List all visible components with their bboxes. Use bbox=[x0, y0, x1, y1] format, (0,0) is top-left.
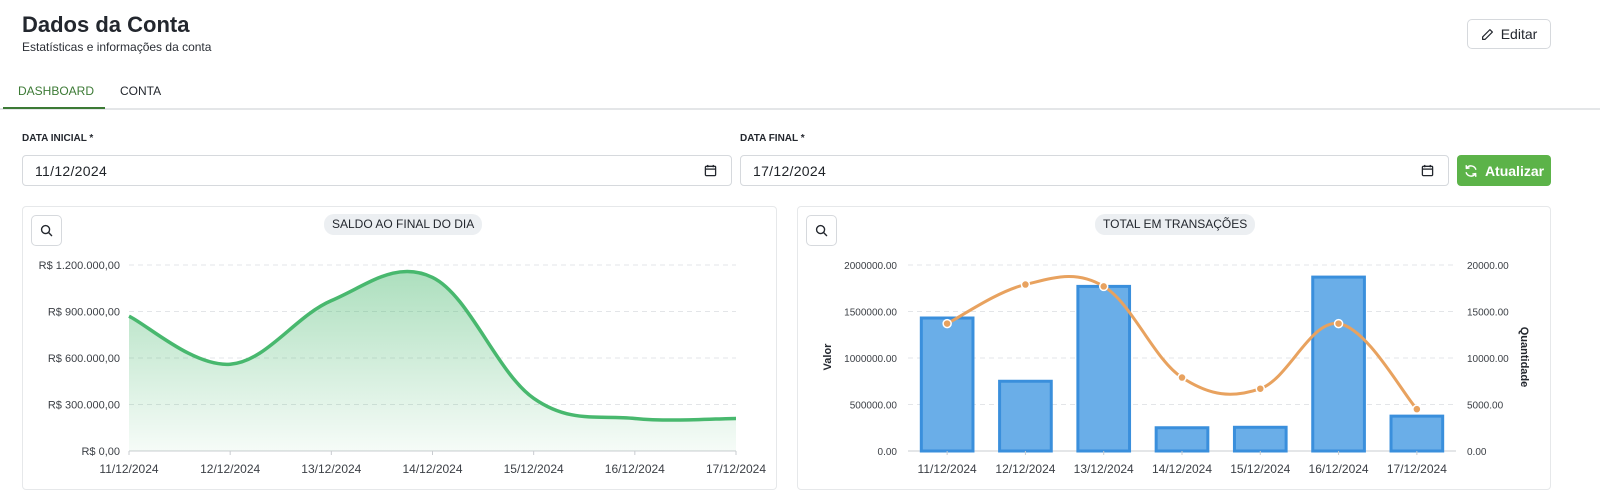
y-tick-label: 1000000.00 bbox=[844, 354, 897, 365]
tab-dashboard[interactable]: DASHBOARD bbox=[18, 84, 95, 98]
value-bar bbox=[1154, 426, 1210, 453]
refresh-button[interactable]: Atualizar bbox=[1457, 155, 1551, 186]
y2-tick-label: 5000.00 bbox=[1467, 401, 1504, 412]
x-tick-label: 13/12/2024 bbox=[1074, 462, 1134, 476]
start-date-input[interactable]: 11/12/2024 bbox=[22, 155, 732, 186]
x-tick-label: 12/12/2024 bbox=[200, 462, 260, 476]
transactions-chart-card: TOTAL EM TRANSAÇÕES 0.00 500000.00 1000000… bbox=[797, 206, 1551, 490]
x-tick-label: 17/12/2024 bbox=[1387, 462, 1447, 476]
value-bar bbox=[919, 316, 975, 453]
x-tick-label: 13/12/2024 bbox=[301, 462, 361, 476]
search-icon bbox=[815, 224, 828, 237]
y-axis-title: Valor bbox=[822, 343, 834, 371]
page-header: Dados da Conta Estatísticas e informaçõe… bbox=[22, 12, 211, 54]
x-tick-label: 15/12/2024 bbox=[504, 462, 564, 476]
y2-tick-label: 0.00 bbox=[1467, 447, 1487, 458]
y-tick-label: R$ 1.200.000,00 bbox=[39, 260, 120, 272]
refresh-icon bbox=[1465, 164, 1477, 177]
chart-title: TOTAL EM TRANSAÇÕES bbox=[1095, 214, 1256, 235]
x-tick-label: 11/12/2024 bbox=[99, 462, 158, 476]
quantity-point bbox=[1177, 372, 1187, 383]
page-subtitle: Estatísticas e informações da conta bbox=[22, 40, 212, 54]
x-tick-label: 15/12/2024 bbox=[1230, 462, 1290, 476]
y2-tick-label: 20000.00 bbox=[1467, 261, 1509, 272]
quantity-point bbox=[1098, 281, 1109, 292]
search-icon bbox=[40, 224, 53, 237]
x-tick-label: 12/12/2024 bbox=[995, 462, 1055, 476]
zoom-button[interactable] bbox=[806, 215, 837, 246]
start-date-label: DATA INICIAL * bbox=[22, 133, 93, 144]
tab-bar: DASHBOARD CONTA bbox=[0, 76, 1600, 110]
value-bar bbox=[998, 379, 1053, 453]
chart-title: SALDO AO FINAL DO DIA bbox=[324, 214, 483, 235]
balance-chart-card: SALDO AO FINAL DO DIA R$ 0,00 R$ 300.000,… bbox=[22, 206, 777, 490]
quantity-point bbox=[1412, 404, 1422, 414]
page-title: Dados da Conta bbox=[22, 12, 190, 37]
x-tick-label: 17/12/2024 bbox=[706, 462, 766, 476]
x-tick-label: 14/12/2024 bbox=[1152, 462, 1212, 476]
end-date-input[interactable]: 17/12/2024 bbox=[740, 155, 1449, 186]
y-tick-label: 2000000.00 bbox=[844, 261, 897, 272]
edit-button-label: Editar bbox=[1500, 26, 1538, 42]
x-tick-label: 14/12/2024 bbox=[402, 462, 462, 476]
edit-button[interactable]: Editar bbox=[1467, 19, 1551, 49]
calendar-icon[interactable] bbox=[704, 164, 717, 177]
y2-axis-title: Quantidade bbox=[1518, 327, 1530, 388]
y-tick-label: 500000.00 bbox=[850, 401, 898, 412]
end-date-label: DATA FINAL * bbox=[740, 133, 805, 144]
quantity-point bbox=[1333, 318, 1344, 329]
balance-area-chart: R$ 0,00 R$ 300.000,00 R$ 600.000,00 R$ 900.… bbox=[39, 260, 767, 476]
tab-conta[interactable]: CONTA bbox=[120, 84, 162, 98]
refresh-button-label: Atualizar bbox=[1484, 162, 1545, 179]
y-tick-label: 0.00 bbox=[878, 447, 898, 458]
quantity-point bbox=[1255, 383, 1266, 394]
end-date-value: 17/12/2024 bbox=[753, 162, 827, 179]
calendar-icon[interactable] bbox=[1421, 164, 1434, 177]
start-date-label-text: DATA INICIAL bbox=[22, 133, 87, 144]
balance-line bbox=[128, 269, 737, 422]
x-tick-label: 16/12/2024 bbox=[1309, 462, 1369, 476]
pencil-icon bbox=[1481, 28, 1493, 40]
value-bar bbox=[1311, 275, 1366, 453]
quantity-point bbox=[1020, 279, 1031, 290]
y-tick-label: R$ 600.000,00 bbox=[48, 353, 120, 365]
value-bar bbox=[1389, 414, 1445, 453]
x-tick-label: 16/12/2024 bbox=[605, 462, 665, 476]
active-tab-indicator bbox=[3, 107, 105, 109]
quantity-point bbox=[942, 318, 952, 329]
y-tick-label: R$ 900.000,00 bbox=[48, 307, 120, 319]
y-tick-label: R$ 300.000,00 bbox=[48, 400, 120, 412]
transactions-combo-chart: 0.00 500000.00 1000000.00 1500000.00 2000000… bbox=[822, 261, 1530, 476]
end-date-label-text: DATA FINAL bbox=[740, 133, 798, 144]
y2-tick-label: 15000.00 bbox=[1467, 308, 1509, 319]
value-bar bbox=[1076, 284, 1132, 453]
zoom-button[interactable] bbox=[31, 215, 62, 246]
x-tick-label: 11/12/2024 bbox=[918, 462, 977, 476]
y2-tick-label: 10000.00 bbox=[1467, 354, 1509, 365]
balance-area-fill bbox=[129, 271, 736, 451]
y-tick-label: 1500000.00 bbox=[844, 308, 897, 319]
required-mark: * bbox=[89, 133, 94, 144]
value-bar bbox=[1232, 425, 1288, 453]
start-date-value: 11/12/2024 bbox=[35, 162, 108, 179]
required-mark: * bbox=[800, 133, 805, 144]
y-tick-label: R$ 0,00 bbox=[81, 446, 120, 458]
